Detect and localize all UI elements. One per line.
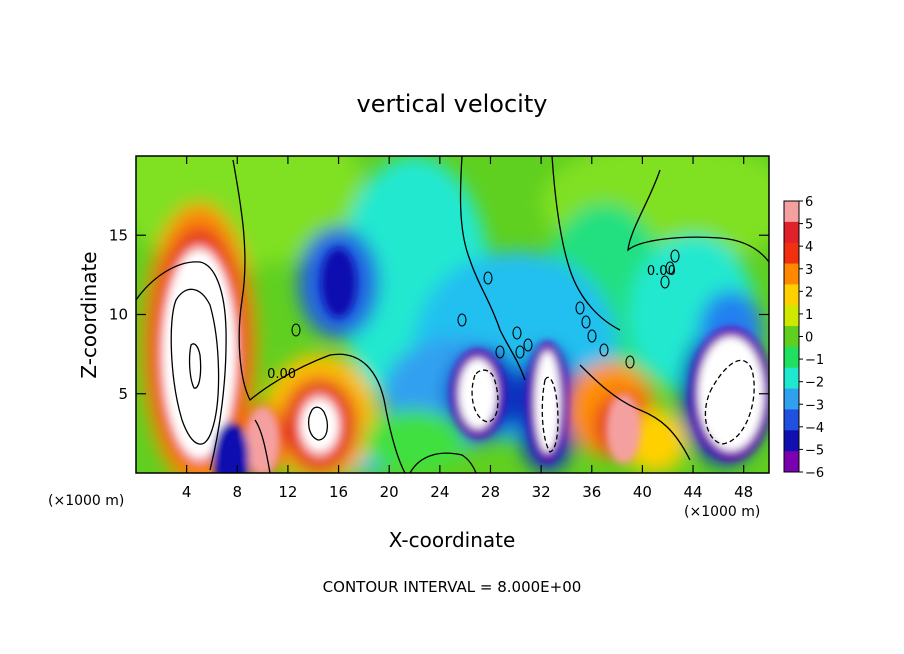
x-axis: 4 8 12 16 20 24 28 32 36 40 44 48 bbox=[182, 156, 753, 501]
contour-line bbox=[254, 419, 271, 473]
x-tick-label: 40 bbox=[633, 483, 652, 501]
plot-area: 0.00 0.00 bbox=[136, 156, 769, 473]
contour-lines: 0.00 0.00 bbox=[136, 156, 769, 473]
x-tick-label: 36 bbox=[582, 483, 601, 501]
x-unit-label-left: (×1000 m) bbox=[48, 493, 124, 509]
velocity-core bbox=[320, 247, 357, 318]
contour-line bbox=[188, 343, 202, 389]
colorbar-tick-label: 0 bbox=[805, 331, 813, 346]
contour-line bbox=[627, 169, 769, 263]
contour-line bbox=[232, 159, 406, 473]
velocity-core bbox=[605, 393, 642, 464]
y-tick-label: 5 bbox=[118, 385, 128, 403]
field-blob bbox=[363, 409, 466, 473]
colorbar-tick-label: −1 bbox=[805, 353, 824, 368]
x-axis-label: X-coordinate bbox=[389, 528, 516, 552]
colorbar-swatch bbox=[784, 284, 799, 306]
x-tick-label: 20 bbox=[380, 483, 399, 501]
contour-ring bbox=[523, 338, 533, 352]
colorbar-tick-label: 6 bbox=[805, 195, 813, 210]
velocity-core bbox=[213, 422, 249, 473]
y-tick-label: 10 bbox=[109, 306, 128, 324]
colorbar: 6 5 4 3 2 1 0 −1 −2 −3 −4 −5 −6 bbox=[783, 195, 824, 481]
contour-interval-note: CONTOUR INTERVAL = 8.000E+00 bbox=[323, 578, 582, 596]
contour-label: 0.00 bbox=[267, 367, 296, 382]
velocity-core bbox=[244, 406, 281, 473]
colorbar-tick-label: 4 bbox=[805, 240, 813, 255]
contour-line bbox=[409, 452, 477, 473]
contour-line bbox=[136, 261, 227, 471]
contour-ring bbox=[660, 275, 670, 289]
contour-ring bbox=[457, 313, 467, 327]
velocity-core bbox=[458, 358, 497, 429]
contour-ring bbox=[599, 343, 609, 357]
contour-ring bbox=[515, 345, 525, 359]
contour-line bbox=[551, 156, 621, 331]
x-tick-label: 32 bbox=[532, 483, 551, 501]
colorbar-swatch bbox=[784, 409, 799, 431]
colorbar-tick-label: −5 bbox=[805, 443, 824, 458]
colorbar-swatch bbox=[784, 201, 799, 223]
velocity-core bbox=[698, 336, 764, 451]
y-axis-label: Z-coordinate bbox=[77, 251, 101, 378]
x-tick-label: 16 bbox=[329, 483, 348, 501]
colorbar-tick-label: −4 bbox=[805, 421, 824, 436]
contour-ring bbox=[670, 249, 680, 263]
contour-line bbox=[307, 406, 329, 441]
x-tick-label: 44 bbox=[683, 483, 702, 501]
colorbar-swatch bbox=[784, 346, 799, 369]
colorbar-tick-label: 5 bbox=[805, 218, 813, 233]
colorbar-tick-label: −2 bbox=[805, 376, 824, 391]
colorbar-swatch bbox=[784, 367, 799, 390]
contour-line bbox=[579, 364, 691, 461]
colorbar-swatch bbox=[784, 221, 799, 244]
colorbar-swatch bbox=[784, 263, 799, 285]
x-unit-label-right: (×1000 m) bbox=[684, 504, 760, 520]
contour-ring bbox=[587, 329, 597, 343]
colorbar-swatch bbox=[784, 242, 799, 265]
contour-ring bbox=[495, 345, 505, 359]
x-tick-label: 24 bbox=[430, 483, 449, 501]
chart-title: vertical velocity bbox=[357, 90, 548, 118]
colorbar-swatch bbox=[784, 305, 799, 327]
colorbar-swatch bbox=[784, 388, 799, 410]
x-tick-label: 8 bbox=[233, 483, 243, 501]
x-tick-label: 28 bbox=[481, 483, 500, 501]
contour-ring bbox=[512, 326, 522, 340]
velocity-core bbox=[534, 350, 561, 453]
colorbar-tick-label: 1 bbox=[805, 308, 813, 323]
contour-ring bbox=[291, 323, 301, 337]
contour-ring bbox=[665, 261, 675, 275]
contour-line bbox=[471, 369, 499, 423]
x-tick-label: 48 bbox=[734, 483, 753, 501]
contour-line bbox=[170, 288, 220, 445]
colorbar-swatch bbox=[784, 430, 799, 452]
contour-line bbox=[541, 376, 559, 453]
contour-line bbox=[704, 359, 755, 445]
colorbar-swatch bbox=[784, 326, 799, 348]
contour-line bbox=[459, 156, 526, 381]
colorbar-tick-label: 3 bbox=[805, 263, 813, 278]
y-tick-label: 15 bbox=[109, 226, 128, 244]
x-tick-label: 4 bbox=[182, 483, 192, 501]
colorbar-tick-label: −6 bbox=[805, 466, 824, 481]
contour-ring bbox=[575, 301, 585, 315]
x-tick-label: 12 bbox=[278, 483, 297, 501]
contour-label: 0.00 bbox=[647, 264, 676, 279]
colorbar-tick-label: −3 bbox=[805, 398, 824, 413]
contour-ring bbox=[483, 271, 493, 285]
contour-ring bbox=[625, 355, 635, 369]
colorbar-tick-label: 2 bbox=[805, 285, 813, 300]
y-axis: 5 10 15 bbox=[109, 226, 769, 403]
colorbar-swatch bbox=[784, 451, 799, 473]
contour-ring bbox=[581, 315, 591, 329]
